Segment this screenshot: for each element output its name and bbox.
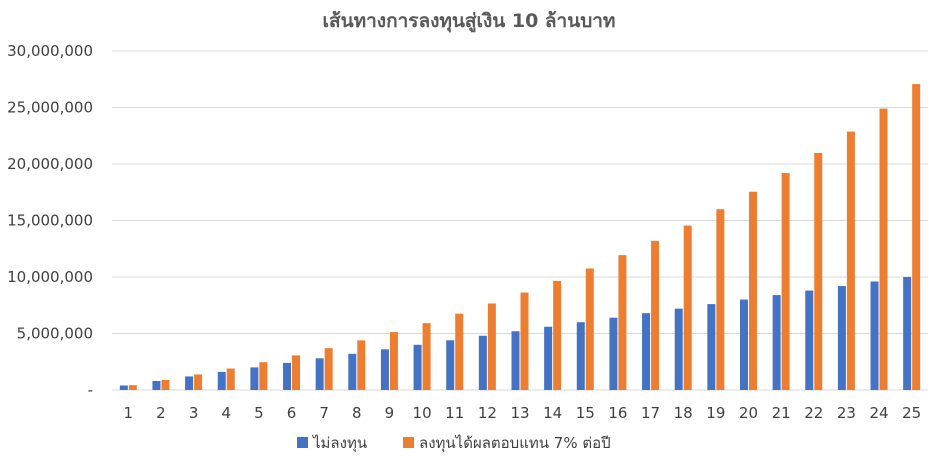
y-tick-label: 5,000,000 (17, 325, 93, 343)
bar-series-1-year-7 (315, 358, 324, 390)
y-axis-ticks: - 5,000,000 10,000,000 15,000,000 20,000,000… (7, 42, 93, 399)
bar-series-1-year-23 (837, 286, 846, 390)
bar-series-2-year-4 (226, 368, 235, 390)
bar-series-1-year-5 (250, 367, 259, 390)
bar-series-2-year-12 (487, 303, 496, 390)
bar-series-2-year-25 (912, 84, 921, 390)
bar-series-1-year-21 (772, 295, 781, 390)
y-tick-label: 10,000,000 (7, 268, 93, 286)
bar-series-2-year-1 (128, 385, 137, 390)
bar-series-2-year-14 (553, 280, 562, 390)
bar-series-2-year-16 (618, 255, 627, 390)
bar-series-1-year-19 (707, 304, 716, 390)
legend-swatch-series-2 (403, 437, 414, 448)
x-tick-label: 5 (254, 404, 264, 422)
x-tick-label: 23 (837, 404, 856, 422)
x-tick-label: 1 (124, 404, 134, 422)
x-tick-label: 20 (739, 404, 758, 422)
bar-series-2-year-2 (161, 379, 170, 390)
bar-series-1-year-1 (119, 385, 128, 390)
bar-series-1-year-6 (283, 362, 292, 390)
x-tick-label: 18 (674, 404, 693, 422)
y-tick-label: 25,000,000 (7, 99, 93, 117)
x-tick-label: 15 (576, 404, 595, 422)
x-tick-label: 21 (772, 404, 791, 422)
bar-series-2-year-19 (716, 209, 725, 390)
x-tick-label: 25 (902, 404, 921, 422)
legend-label-series-1: ไม่ลงทุน (312, 434, 367, 453)
bar-series-1-year-11 (446, 340, 455, 390)
bars (119, 84, 921, 391)
legend: ไม่ลงทุน ลงทุนได้ผลตอบแทน 7% ต่อปี (297, 434, 611, 453)
x-tick-label: 10 (413, 404, 432, 422)
y-tick-label: - (88, 381, 93, 399)
legend-swatch-series-1 (297, 437, 308, 448)
bar-series-1-year-24 (870, 281, 879, 390)
bar-series-1-year-18 (674, 308, 683, 390)
y-tick-label: 30,000,000 (7, 42, 93, 60)
bar-series-1-year-17 (642, 313, 651, 390)
gridlines (112, 50, 928, 391)
bar-series-1-year-13 (511, 331, 520, 390)
x-tick-label: 22 (804, 404, 823, 422)
bar-series-2-year-3 (194, 374, 203, 390)
bar-series-2-year-15 (585, 268, 594, 390)
x-tick-label: 24 (869, 404, 888, 422)
x-tick-label: 8 (352, 404, 362, 422)
x-tick-label: 11 (445, 404, 464, 422)
bar-series-2-year-6 (292, 355, 301, 390)
bar-series-2-year-20 (748, 191, 757, 390)
bar-series-2-year-9 (389, 332, 398, 390)
bar-series-1-year-2 (152, 380, 161, 390)
bar-series-2-year-21 (781, 173, 790, 390)
x-tick-label: 14 (543, 404, 562, 422)
bar-series-2-year-10 (422, 323, 431, 390)
bar-series-2-year-23 (846, 131, 855, 391)
bar-series-1-year-10 (413, 344, 422, 390)
bar-series-2-year-5 (259, 362, 268, 390)
x-tick-label: 19 (706, 404, 725, 422)
bar-series-1-year-16 (609, 317, 618, 390)
bar-series-1-year-15 (576, 322, 585, 390)
x-tick-label: 9 (385, 404, 395, 422)
bar-series-2-year-7 (324, 348, 333, 390)
bar-series-2-year-18 (683, 225, 692, 390)
bar-series-1-year-9 (380, 349, 389, 390)
bar-series-2-year-22 (814, 152, 823, 390)
x-tick-label: 13 (510, 404, 529, 422)
x-tick-label: 6 (287, 404, 297, 422)
bar-series-2-year-24 (879, 108, 888, 391)
y-tick-label: 15,000,000 (7, 212, 93, 230)
chart-title: เส้นทางการลงทุนสู่เงิน 10 ล้านบาท (323, 10, 616, 33)
bar-series-1-year-20 (739, 299, 748, 390)
bar-series-2-year-17 (651, 240, 660, 390)
x-tick-label: 2 (156, 404, 166, 422)
legend-label-series-2: ลงทุนได้ผลตอบแทน 7% ต่อปี (419, 434, 611, 453)
bar-series-1-year-12 (478, 335, 487, 390)
x-tick-label: 3 (189, 404, 199, 422)
bar-series-1-year-3 (185, 376, 194, 390)
x-tick-label: 4 (221, 404, 231, 422)
bar-series-1-year-14 (544, 326, 553, 390)
bar-series-1-year-25 (903, 277, 912, 390)
x-tick-label: 12 (478, 404, 497, 422)
bar-series-2-year-8 (357, 340, 366, 390)
bar-series-2-year-13 (520, 292, 529, 390)
bar-series-2-year-11 (455, 313, 464, 390)
bar-series-1-year-8 (348, 353, 357, 390)
y-tick-label: 20,000,000 (7, 155, 93, 173)
x-tick-label: 16 (608, 404, 627, 422)
x-tick-label: 17 (641, 404, 660, 422)
x-tick-label: 7 (319, 404, 329, 422)
bar-series-1-year-22 (805, 290, 814, 390)
x-axis-ticks: 1 2 3 4 5 6 7 8 9 10 11 12 13 14 15 16 17 18 19 20 21 22 23 24 2… (124, 404, 922, 422)
bar-series-1-year-4 (217, 371, 226, 390)
